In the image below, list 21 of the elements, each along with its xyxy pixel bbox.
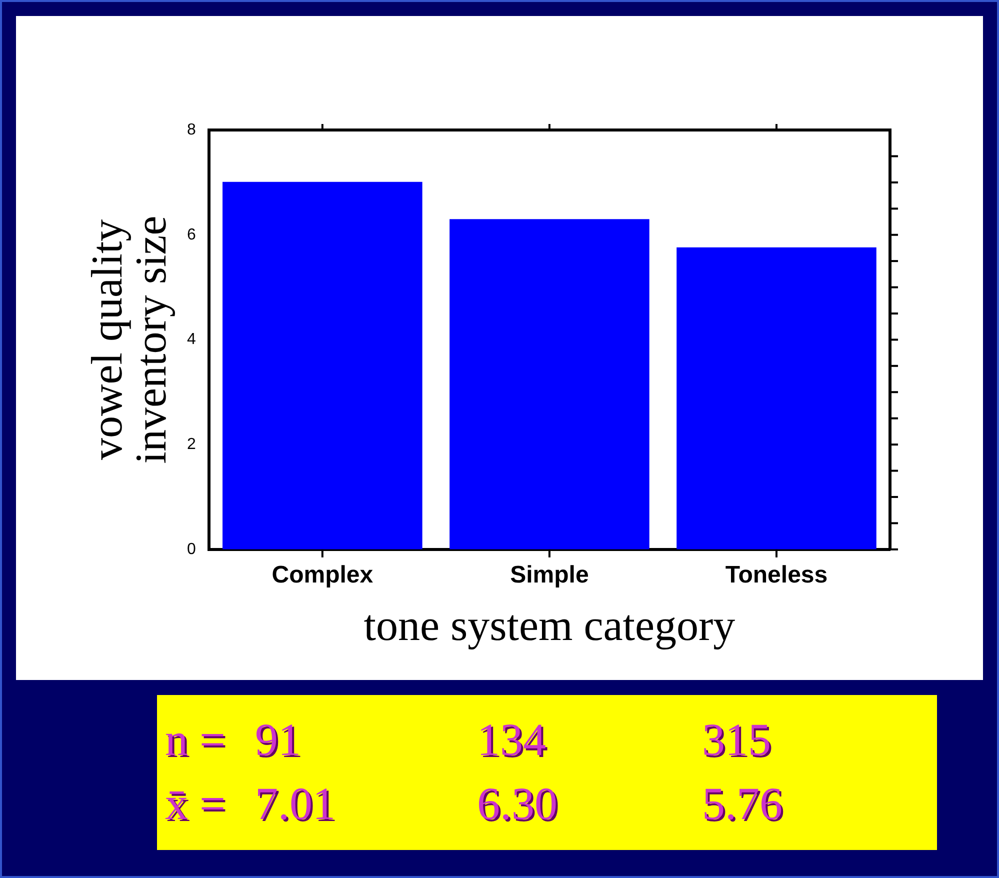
data-label: 7.01	[255, 777, 336, 830]
bar	[222, 182, 422, 550]
data-label: 6.30	[477, 777, 558, 830]
y-tick-label: 8	[186, 121, 196, 138]
y-tick-label: 2	[186, 436, 196, 453]
data-label: 5.76	[702, 777, 782, 830]
x-axis-title: tone system category	[364, 601, 736, 650]
y-axis-title: vowel quality inventory size	[82, 216, 176, 464]
y-tick-label: 6	[186, 226, 196, 244]
y-tick-label: 0	[186, 540, 196, 558]
text: 91	[255, 713, 301, 766]
text: n =	[165, 713, 226, 766]
text: x̄ =	[165, 777, 226, 830]
y-tick-label: 4	[186, 331, 196, 348]
x-tick-label: Complex	[272, 561, 374, 588]
x-tick-label: Simple	[510, 561, 589, 588]
x-tick-label: Toneless	[725, 561, 828, 588]
bar	[450, 219, 650, 550]
bar	[676, 247, 876, 550]
text: 315	[702, 713, 771, 766]
text: 134	[477, 713, 546, 766]
